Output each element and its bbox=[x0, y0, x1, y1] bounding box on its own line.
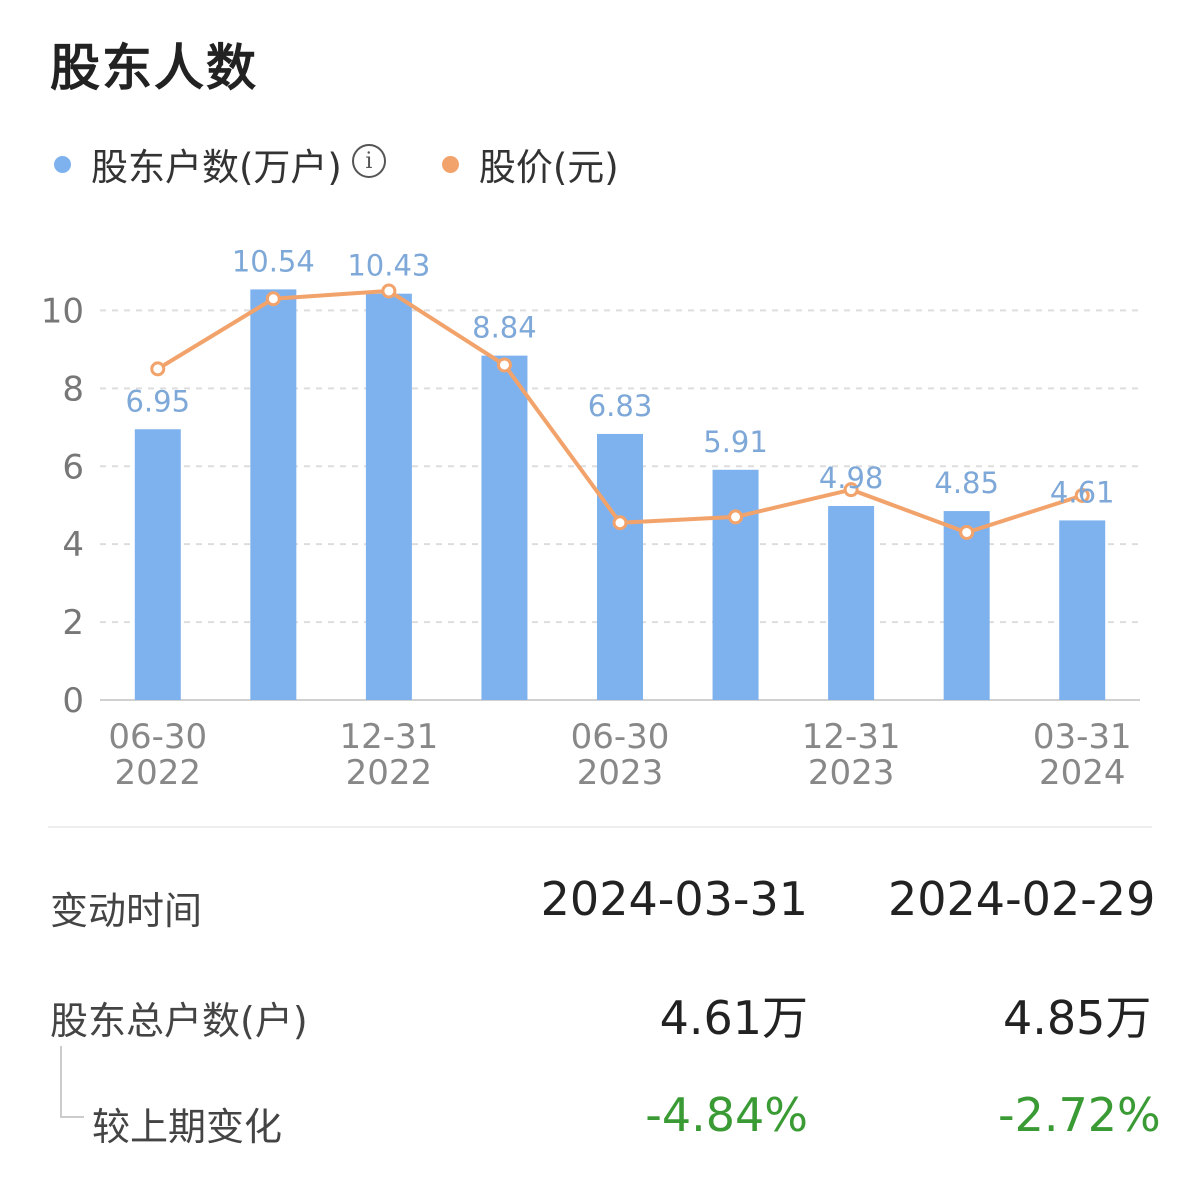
divider bbox=[48, 826, 1152, 828]
info-icon[interactable]: i bbox=[351, 144, 386, 178]
bar-data-label: 6.83 bbox=[588, 389, 653, 423]
bar-data-label: 4.85 bbox=[934, 466, 999, 500]
table-row-change-rate: 较上期变化 -4.84% -2.72% bbox=[0, 1088, 1200, 1158]
bar-data-label: 6.95 bbox=[125, 384, 190, 418]
y-tick-label: 2 bbox=[62, 603, 84, 643]
x-tick-year: 2023 bbox=[577, 753, 664, 793]
x-tick-label: 12-31 bbox=[802, 717, 901, 757]
x-tick-label: 06-30 bbox=[571, 717, 670, 757]
total-holders-col1: 4.61万 bbox=[659, 991, 808, 1045]
table-row-total-holders: 股东总户数(户) 4.61万 4.85万 bbox=[0, 982, 1200, 1052]
x-tick-label: 06-30 bbox=[108, 717, 207, 757]
y-tick-label: 8 bbox=[62, 369, 84, 409]
bar bbox=[1059, 520, 1106, 700]
bar bbox=[481, 355, 528, 700]
bar-data-label: 4.61 bbox=[1050, 475, 1115, 509]
sub-row-bracket bbox=[60, 1046, 84, 1118]
bar bbox=[597, 433, 643, 700]
bar-data-label: 10.54 bbox=[232, 244, 315, 278]
price-point bbox=[381, 283, 397, 299]
legend-item-holders[interactable]: 股东户数(万户) i bbox=[50, 137, 386, 191]
x-tick-year: 2022 bbox=[115, 753, 202, 793]
y-tick-label: 0 bbox=[62, 681, 84, 721]
price-point bbox=[728, 509, 744, 525]
change-rate-col2: -2.72% bbox=[998, 1088, 1161, 1142]
price-point bbox=[843, 482, 859, 498]
price-point bbox=[612, 515, 628, 531]
legend-dot-holders bbox=[54, 155, 71, 173]
x-tick-year: 2024 bbox=[1039, 753, 1126, 793]
bar-data-label: 5.91 bbox=[703, 425, 768, 459]
bar bbox=[712, 469, 759, 700]
x-tick-year: 2023 bbox=[808, 753, 895, 793]
bar bbox=[250, 289, 297, 700]
bar-data-label: 10.43 bbox=[347, 249, 430, 283]
y-tick-label: 6 bbox=[62, 447, 84, 487]
change-time-col2: 2024-02-29 bbox=[888, 872, 1156, 926]
price-point bbox=[1074, 487, 1090, 503]
y-tick-label: 4 bbox=[62, 525, 84, 565]
change-rate-col1: -4.84% bbox=[645, 1088, 808, 1142]
x-tick-label: 12-31 bbox=[339, 717, 438, 757]
legend-item-price[interactable]: 股价(元) bbox=[438, 137, 619, 191]
bar bbox=[943, 511, 990, 700]
y-tick-label: 10 bbox=[41, 291, 84, 331]
row-label-change-rate: 较上期变化 bbox=[92, 1105, 283, 1149]
bar-data-label: 4.98 bbox=[819, 461, 884, 495]
bar bbox=[828, 505, 875, 700]
bar-data-label: 8.84 bbox=[472, 311, 537, 345]
legend-label-holders: 股东户数(万户) bbox=[91, 146, 342, 189]
bar bbox=[134, 429, 181, 700]
legend-label-price: 股价(元) bbox=[478, 146, 619, 189]
table-row-change-time: 变动时间 2024-03-31 2024-02-29 bbox=[0, 872, 1200, 942]
bar bbox=[365, 293, 412, 700]
change-time-col1: 2024-03-31 bbox=[540, 872, 808, 926]
row-label-total-holders: 股东总户数(户) bbox=[50, 999, 308, 1043]
x-tick-label: 03-31 bbox=[1033, 717, 1132, 757]
chart-legend: 股东户数(万户) i 股价(元) bbox=[50, 138, 619, 190]
price-point bbox=[959, 524, 975, 540]
row-label-change-time: 变动时间 bbox=[50, 889, 203, 933]
shareholder-chart: 0 2 4 6 8 10 6.95 10.54 10.43 8.84 6.83 5.91 4.98 4.8… bbox=[41, 244, 1140, 793]
price-point bbox=[265, 291, 281, 307]
x-tick-year: 2022 bbox=[346, 753, 433, 793]
total-holders-col2: 4.85万 bbox=[1003, 991, 1152, 1045]
price-point bbox=[150, 361, 166, 377]
legend-dot-price bbox=[441, 155, 459, 173]
price-point bbox=[496, 357, 512, 373]
page-title: 股东人数 bbox=[50, 39, 258, 97]
